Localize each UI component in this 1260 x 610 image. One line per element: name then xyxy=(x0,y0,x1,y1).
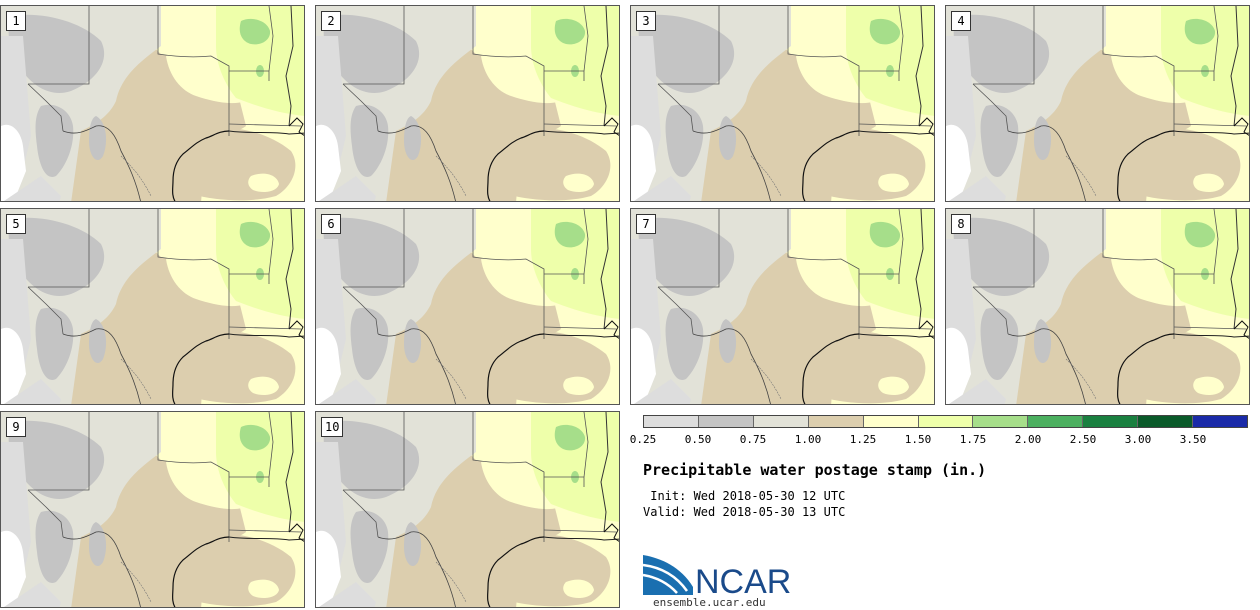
map-panel-5: 5 xyxy=(0,208,305,405)
member-label: 4 xyxy=(951,11,971,31)
map-panel-10: 10 xyxy=(315,411,620,608)
map-panel-3: 3 xyxy=(630,5,935,202)
colorbar-segment-2 xyxy=(753,416,809,427)
valid-time: Valid: Wed 2018-05-30 13 UTC xyxy=(643,505,846,519)
colorbar-tick-label: 2.50 xyxy=(1069,433,1097,446)
member-label: 8 xyxy=(951,214,971,234)
member-label: 3 xyxy=(636,11,656,31)
member-label: 7 xyxy=(636,214,656,234)
map-panel-9: 9 xyxy=(0,411,305,608)
colorbar-tick-label: 3.50 xyxy=(1179,433,1207,446)
member-label: 2 xyxy=(321,11,341,31)
precipitable-water-map xyxy=(1,6,304,201)
map-panel-1: 1 xyxy=(0,5,305,202)
precipitable-water-map xyxy=(631,209,934,404)
colorbar-segment-0 xyxy=(644,416,699,427)
colorbar-segment-7 xyxy=(1028,416,1084,427)
member-label: 5 xyxy=(6,214,26,234)
colorbar-tick-label: 2.00 xyxy=(1014,433,1042,446)
member-label: 1 xyxy=(6,11,26,31)
colorbar-segment-4 xyxy=(863,416,919,427)
colorbar-tick-label: 1.00 xyxy=(794,433,822,446)
precipitable-water-map xyxy=(316,209,619,404)
chart-title: Precipitable water postage stamp (in.) xyxy=(643,461,987,479)
map-panel-8: 8 xyxy=(945,208,1250,405)
member-label: 9 xyxy=(6,417,26,437)
colorbar-tick-label: 0.25 xyxy=(629,433,657,446)
map-panel-7: 7 xyxy=(630,208,935,405)
colorbar-tick-label: 0.50 xyxy=(684,433,712,446)
colorbar xyxy=(643,415,1248,428)
precipitable-water-map xyxy=(631,6,934,201)
precipitable-water-map xyxy=(946,6,1249,201)
colorbar-segment-5 xyxy=(918,416,974,427)
member-label: 10 xyxy=(321,417,344,437)
map-panel-2: 2 xyxy=(315,5,620,202)
colorbar-segment-10 xyxy=(1193,416,1247,427)
colorbar-segment-1 xyxy=(698,416,754,427)
precipitable-water-map xyxy=(1,412,304,607)
colorbar-segment-8 xyxy=(1083,416,1139,427)
map-panel-4: 4 xyxy=(945,5,1250,202)
precipitable-water-map xyxy=(316,6,619,201)
precipitable-water-map xyxy=(946,209,1249,404)
colorbar-tick-label: 0.75 xyxy=(739,433,767,446)
member-label: 6 xyxy=(321,214,341,234)
map-panel-6: 6 xyxy=(315,208,620,405)
precipitable-water-map xyxy=(1,209,304,404)
colorbar-tick-label: 3.00 xyxy=(1124,433,1152,446)
colorbar-tick-label: 1.50 xyxy=(904,433,932,446)
colorbar-segment-3 xyxy=(808,416,864,427)
colorbar-segment-6 xyxy=(973,416,1029,427)
svg-text:NCAR: NCAR xyxy=(695,563,791,597)
colorbar-segment-9 xyxy=(1138,416,1194,427)
ncar-logo: NCAR xyxy=(641,551,793,601)
colorbar-tick-label: 1.25 xyxy=(849,433,877,446)
init-time: Init: Wed 2018-05-30 12 UTC xyxy=(643,489,846,503)
colorbar-tick-label: 1.75 xyxy=(959,433,987,446)
ensemble-url: ensemble.ucar.edu xyxy=(653,596,766,609)
precipitable-water-map xyxy=(316,412,619,607)
